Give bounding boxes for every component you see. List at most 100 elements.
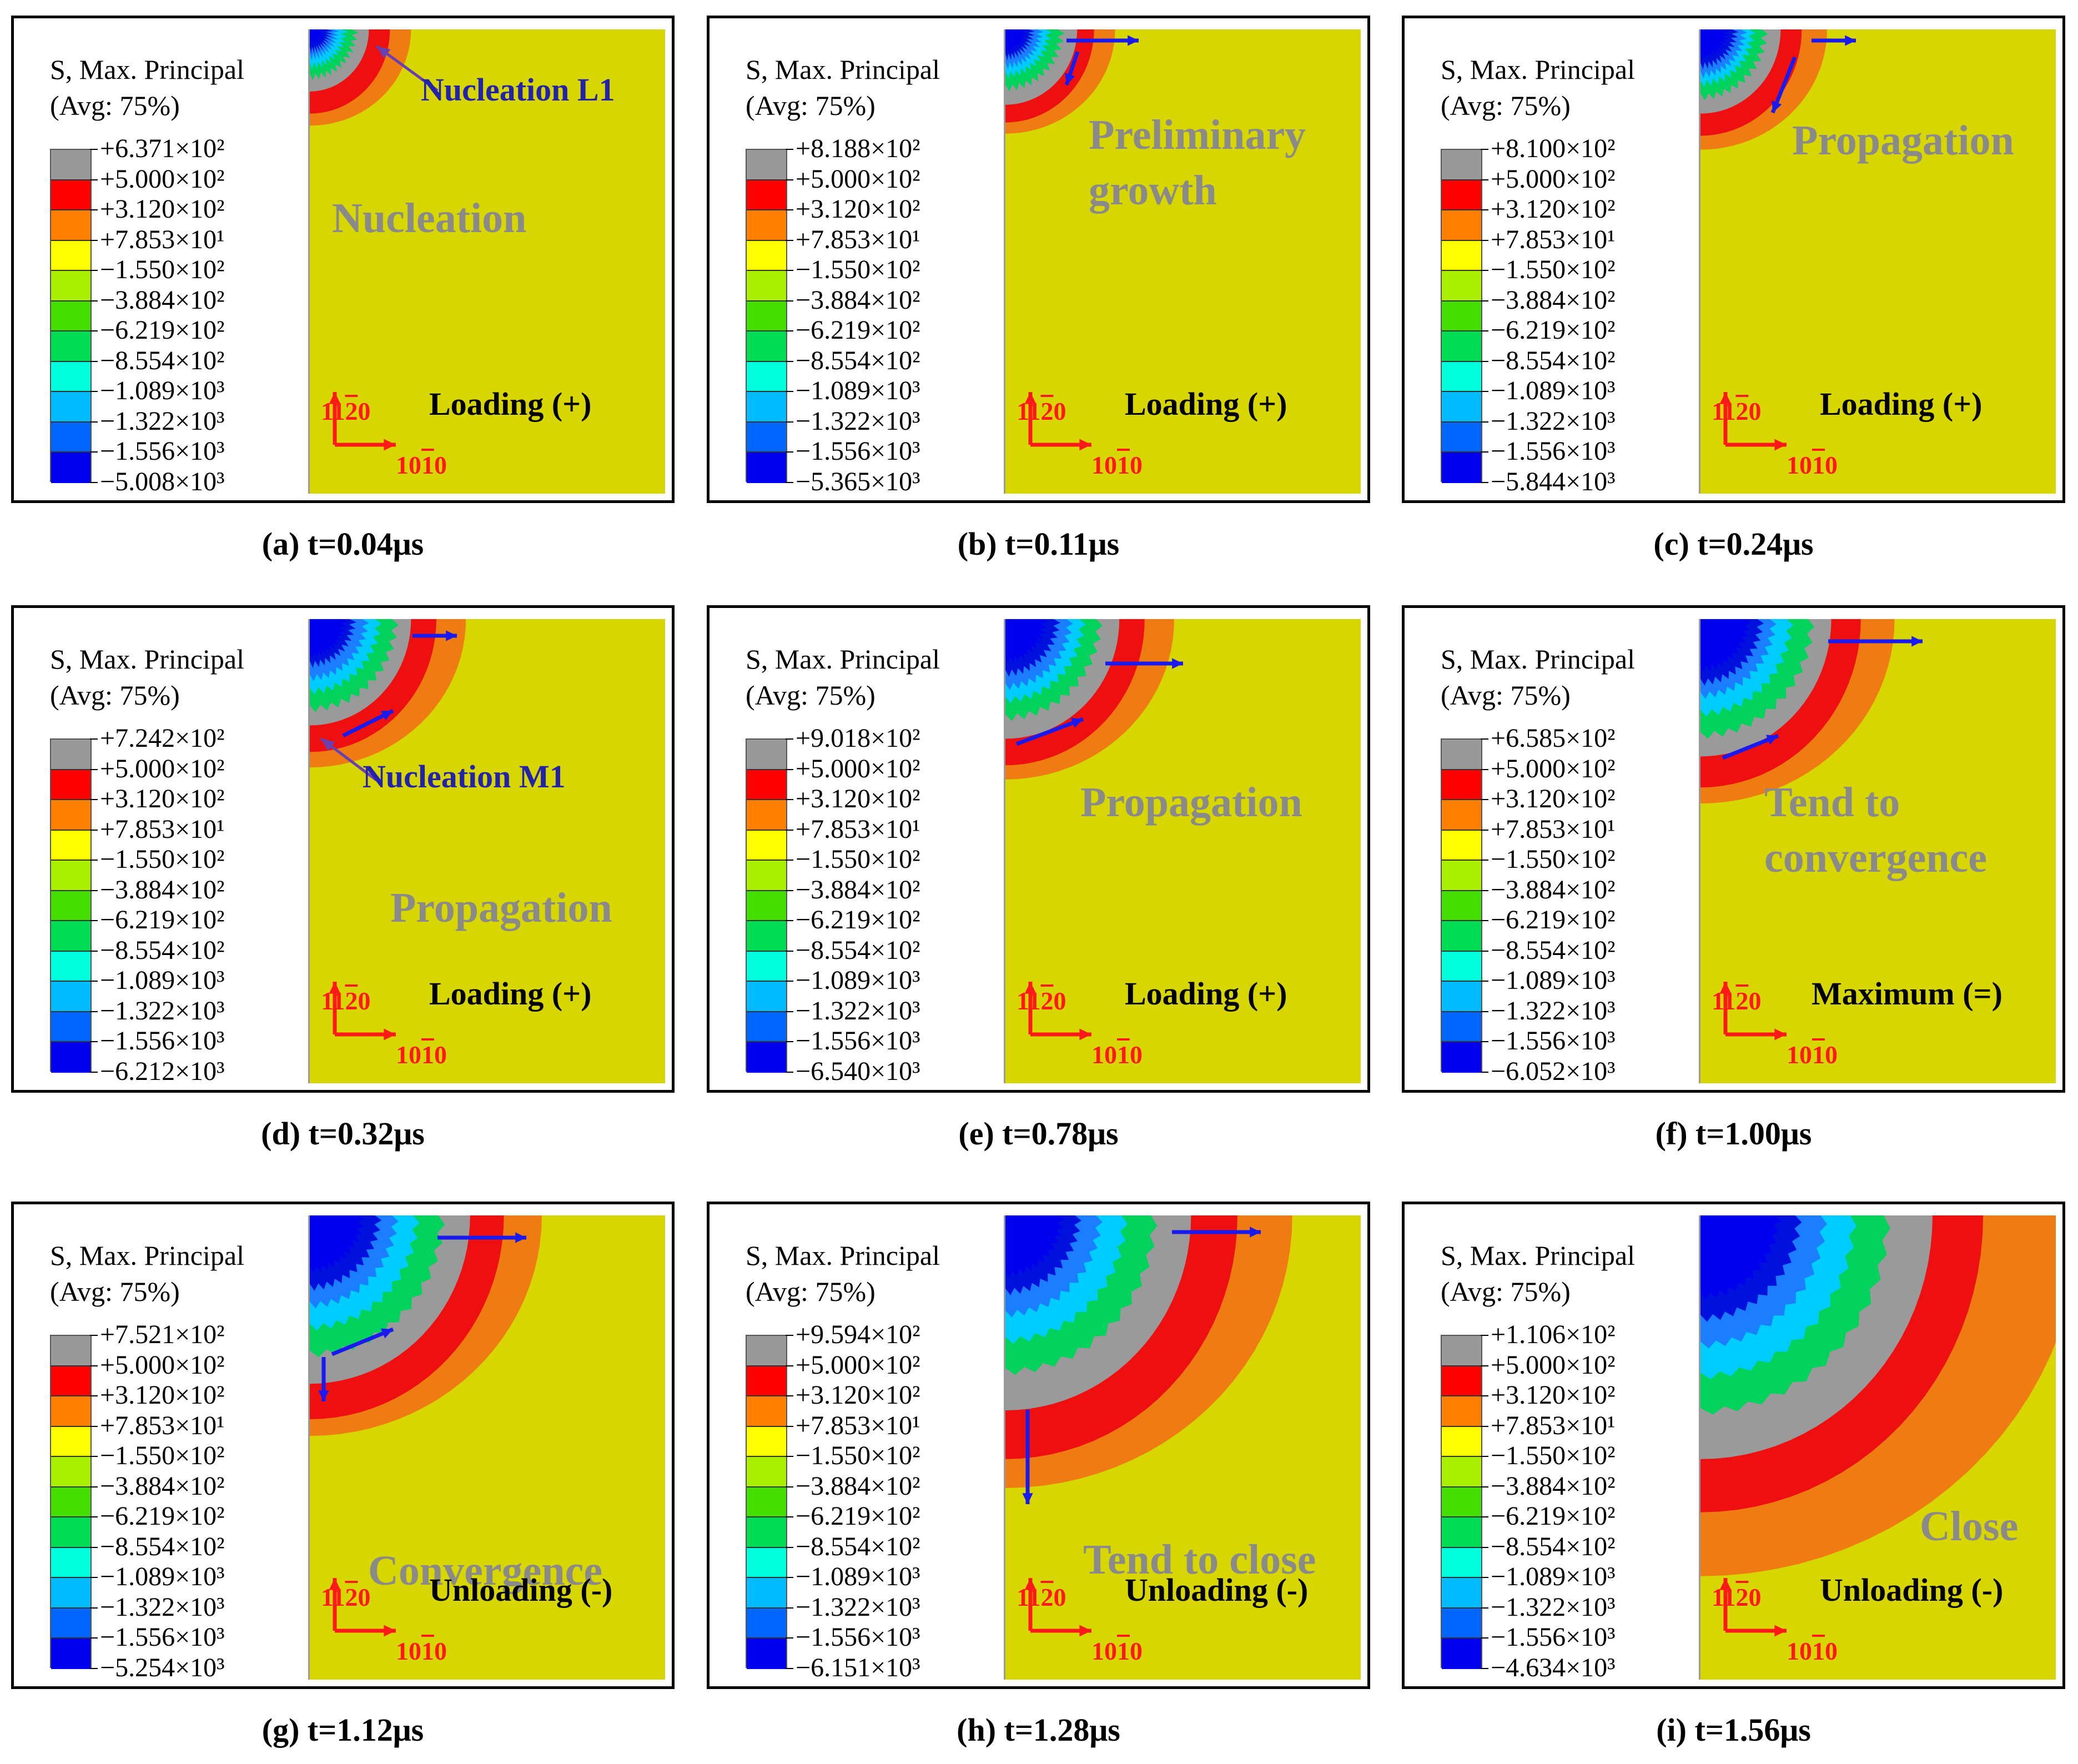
arrow-head bbox=[515, 1232, 526, 1243]
arrow-head bbox=[381, 711, 393, 721]
legend-tick-label: −1.089×10³ bbox=[1481, 1562, 1616, 1591]
nucleation-annotation: Nucleation L1 bbox=[421, 72, 615, 108]
legend-band bbox=[1442, 1578, 1481, 1609]
legend-band bbox=[747, 1517, 786, 1548]
legend-tick-label: +7.853×10¹ bbox=[786, 1410, 920, 1440]
legend-band bbox=[1442, 770, 1481, 800]
axis-label-x: 1010 bbox=[1091, 1041, 1143, 1069]
legend-tick-label: −8.554×10² bbox=[786, 935, 920, 965]
arrow-head bbox=[1772, 100, 1782, 113]
legend-band bbox=[51, 951, 90, 982]
panel-caption: (a) t=0.04μs bbox=[261, 526, 424, 562]
panel-a: S, Max. Principal (Avg: 75%) +6.371×10² +5.… bbox=[11, 16, 675, 503]
legend-tick-label: −1.556×10³ bbox=[1481, 1026, 1616, 1056]
legend-band bbox=[747, 210, 786, 241]
axis-label-x: 1010 bbox=[1787, 1637, 1838, 1665]
axis-label-y: 1120 bbox=[321, 987, 371, 1015]
contour-svg bbox=[310, 29, 439, 451]
panel-d: S, Max. Principal (Avg: 75%) +7.242×10² +5.… bbox=[11, 605, 675, 1093]
contour-plot: 1120 1010 Tend to convergence Maximum (=) bbox=[1699, 619, 2056, 1083]
legend-tick-label: +8.100×10² bbox=[1481, 134, 1616, 163]
legend-tick-label: −6.219×10² bbox=[90, 905, 225, 934]
legend-band bbox=[51, 982, 90, 1012]
stage-label: Convergence bbox=[368, 1547, 603, 1594]
legend-band bbox=[747, 830, 786, 861]
loading-state-label: Loading (+) bbox=[429, 976, 592, 1012]
axis-arrow-head bbox=[1774, 439, 1787, 451]
legend-band bbox=[747, 361, 786, 392]
legend-band bbox=[51, 301, 90, 331]
panel-caption: (d) t=0.32μs bbox=[261, 1115, 425, 1152]
legend-band bbox=[747, 1457, 786, 1487]
legend-band bbox=[1442, 1366, 1481, 1396]
legend-tick-label: +7.853×10¹ bbox=[90, 814, 225, 844]
legend-band bbox=[51, 1487, 90, 1517]
axis-label-x: 1010 bbox=[1091, 451, 1143, 479]
legend-band bbox=[1442, 392, 1481, 423]
legend-colorbar bbox=[746, 738, 787, 1073]
panel-b: S, Max. Principal (Avg: 75%) +8.188×10² +5.… bbox=[707, 16, 1370, 503]
axis-label-y: 1120 bbox=[321, 1583, 371, 1611]
legend-band bbox=[51, 921, 90, 952]
legend-tick-label: −1.556×10³ bbox=[1481, 436, 1616, 466]
contour-band bbox=[310, 1215, 365, 1273]
legend-tick-label: −1.322×10³ bbox=[786, 406, 920, 436]
axis-label-y: 1120 bbox=[1712, 397, 1762, 425]
legend-tick-label: +7.853×10¹ bbox=[786, 224, 920, 254]
legend-tick-label: +5.000×10² bbox=[786, 753, 920, 783]
arrow-head bbox=[1128, 35, 1139, 46]
stage-label: Close bbox=[1920, 1503, 2019, 1550]
arrow-head bbox=[381, 1328, 393, 1339]
arrow-head bbox=[1766, 735, 1778, 745]
legend-tick-label: −1.550×10² bbox=[90, 845, 225, 874]
legend-tick-label: +9.594×10² bbox=[786, 1320, 920, 1349]
legend-tick-label: −6.052×10³ bbox=[1481, 1056, 1616, 1086]
legend-tick-label: −3.884×10² bbox=[1481, 875, 1616, 904]
axis-arrow-head bbox=[1774, 1625, 1787, 1637]
legend-band bbox=[1442, 1517, 1481, 1548]
legend-band bbox=[747, 1012, 786, 1042]
legend-band bbox=[747, 951, 786, 982]
legend-band bbox=[51, 1012, 90, 1042]
contour-band bbox=[1005, 29, 1029, 54]
legend-band bbox=[51, 800, 90, 831]
axis-arrow-head bbox=[1079, 439, 1091, 451]
legend-tick-label: −5.008×10³ bbox=[90, 466, 225, 496]
legend-tick-label: −1.556×10³ bbox=[90, 436, 225, 466]
loading-state-label: Loading (+) bbox=[429, 386, 592, 422]
legend-title: S, Max. Principal bbox=[746, 54, 940, 85]
legend-band bbox=[51, 1517, 90, 1548]
legend-band bbox=[747, 1396, 786, 1427]
loading-state-label: Loading (+) bbox=[1820, 386, 1983, 422]
legend-band bbox=[1442, 830, 1481, 861]
legend-tick-label: −1.550×10² bbox=[90, 1441, 225, 1470]
legend-title: S, Max. Principal bbox=[50, 644, 244, 675]
contour-svg bbox=[310, 1215, 542, 1637]
stage-label: Propagation bbox=[1080, 779, 1302, 826]
stage-label: convergence bbox=[1764, 835, 1987, 881]
legend-subtitle: (Avg: 75%) bbox=[746, 90, 876, 121]
legend-band bbox=[51, 1396, 90, 1427]
legend-band bbox=[51, 210, 90, 241]
legend-tick-label: +7.853×10¹ bbox=[90, 1410, 225, 1440]
legend-band bbox=[1442, 180, 1481, 210]
axis-label-y: 1120 bbox=[321, 397, 371, 425]
legend-band bbox=[51, 1042, 90, 1073]
contour-plot: 1120 1010 Close Unloading (-) bbox=[1699, 1215, 2056, 1680]
contour-band bbox=[310, 29, 327, 48]
legend-band bbox=[51, 1578, 90, 1609]
legend-tick-label: −1.550×10² bbox=[90, 255, 225, 284]
legend-colorbar bbox=[1441, 738, 1482, 1073]
legend-tick-label: −5.254×10³ bbox=[90, 1652, 225, 1682]
legend-colorbar bbox=[50, 149, 92, 483]
contour-band bbox=[1700, 1215, 1781, 1300]
legend-title: S, Max. Principal bbox=[50, 54, 244, 85]
axis-arrow-head bbox=[329, 392, 341, 404]
legend-band bbox=[1442, 240, 1481, 271]
legend-band bbox=[747, 240, 786, 271]
legend-tick-label: +1.106×10² bbox=[1481, 1320, 1616, 1349]
axis-arrow-head bbox=[1719, 982, 1732, 994]
legend-tick-label: −1.556×10³ bbox=[90, 1622, 225, 1652]
legend-tick-label: −1.089×10³ bbox=[90, 376, 225, 405]
legend-tick-label: +3.120×10² bbox=[1481, 1380, 1616, 1410]
